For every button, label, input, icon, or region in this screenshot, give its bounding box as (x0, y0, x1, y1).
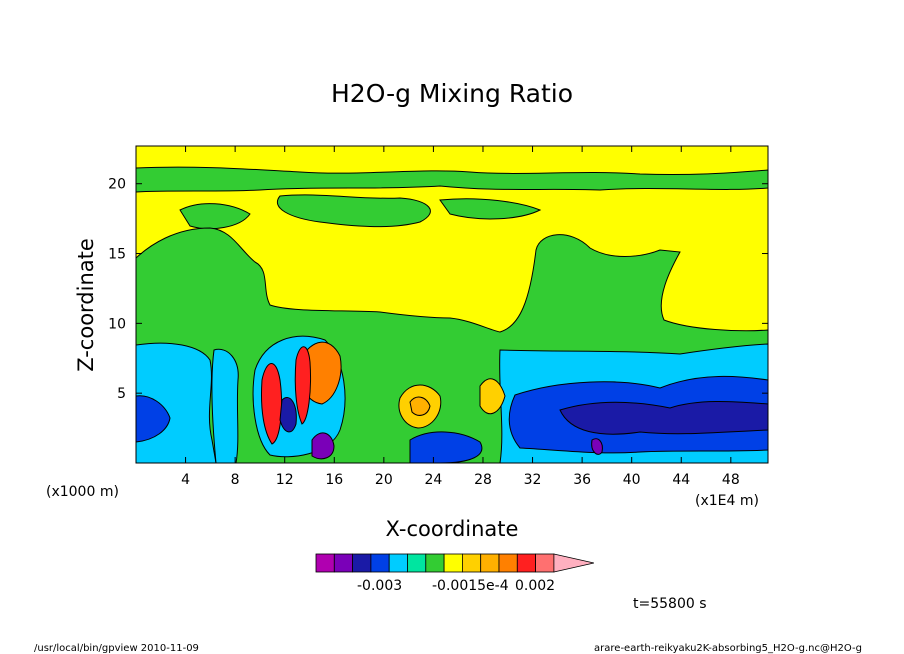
x-tick-label: 24 (424, 472, 442, 488)
plot-frame (135, 145, 769, 464)
x-tick-label: 36 (573, 472, 591, 488)
colorbar-labels: -0.003 -0.0015e-4 0.002 (357, 578, 555, 594)
colorbar-label: -0.003 (357, 578, 402, 594)
colorbar-swatch (461, 553, 482, 573)
chart-title: H2O-g Mixing Ratio (331, 79, 573, 108)
contour-green-cloud (277, 194, 431, 228)
contour-navy-right (559, 401, 768, 435)
y-tick-label: 5 (117, 386, 126, 402)
contour-convection-navy (279, 397, 297, 433)
contour-yellow-plume-2 (479, 378, 506, 415)
contour-green-cloud-3 (439, 198, 542, 220)
y-tick-label: 10 (108, 316, 126, 332)
footer-right: arare-earth-reikyaku2K-absorbing5_H2O-g.… (594, 643, 862, 654)
x-tick-label: 48 (722, 472, 740, 488)
colorbar-label: 0.002 (515, 578, 555, 594)
colorbar-label: -0.0015e-4 (432, 578, 509, 594)
colorbar-swatch (333, 553, 353, 573)
x-tick-label: 16 (325, 472, 343, 488)
x-tick-label: 8 (231, 472, 240, 488)
contour-convection-red-2 (294, 346, 311, 425)
contour-convection-purple (311, 432, 335, 460)
x-unit-label: (x1000 m) (46, 484, 119, 500)
contour-orange-inner (409, 396, 431, 416)
x-tick-label: 44 (672, 472, 690, 488)
x-scale-label: (x1E4 m) (695, 493, 759, 509)
plot-area (136, 146, 768, 463)
footer-left: /usr/local/bin/gpview 2010-11-09 (34, 643, 199, 654)
x-axis-ticks: 4 8 12 16 20 24 28 32 36 40 44 48 (181, 146, 740, 488)
y-axis-ticks: 5 10 15 20 (108, 177, 768, 402)
x-tick-label: 4 (181, 472, 190, 488)
colorbar-swatch (425, 553, 445, 573)
contour-cyan-left-mid (211, 348, 239, 463)
colorbar-swatch (407, 553, 427, 573)
x-axis-title: X-coordinate (386, 517, 519, 541)
contour-green-top-band (136, 166, 768, 193)
colorbar-swatch (370, 553, 390, 573)
contour-purple-small (591, 438, 603, 455)
x-tick-label: 12 (276, 472, 294, 488)
x-tick-label: 20 (375, 472, 393, 488)
colorbar-swatch (480, 553, 500, 573)
x-tick-label: 32 (524, 472, 542, 488)
x-tick-label: 28 (474, 472, 492, 488)
y-tick-label: 15 (108, 247, 126, 263)
contour-blue-left (136, 395, 171, 443)
y-tick-label: 20 (108, 177, 126, 193)
y-axis-title: Z-coordinate (74, 238, 98, 372)
colorbar-swatch (516, 553, 536, 573)
colorbar (315, 553, 594, 573)
colorbar-swatch (498, 553, 518, 573)
colorbar-swatch (535, 553, 555, 573)
colorbar-swatch (388, 553, 408, 573)
x-tick-label: 40 (623, 472, 641, 488)
contour-convection-red-1 (261, 363, 283, 445)
colorbar-swatch (315, 553, 335, 573)
colorbar-arrow (553, 553, 594, 573)
colorbar-swatch (443, 553, 463, 573)
time-label: t=55800 s (633, 596, 707, 612)
colorbar-swatch (352, 553, 372, 573)
